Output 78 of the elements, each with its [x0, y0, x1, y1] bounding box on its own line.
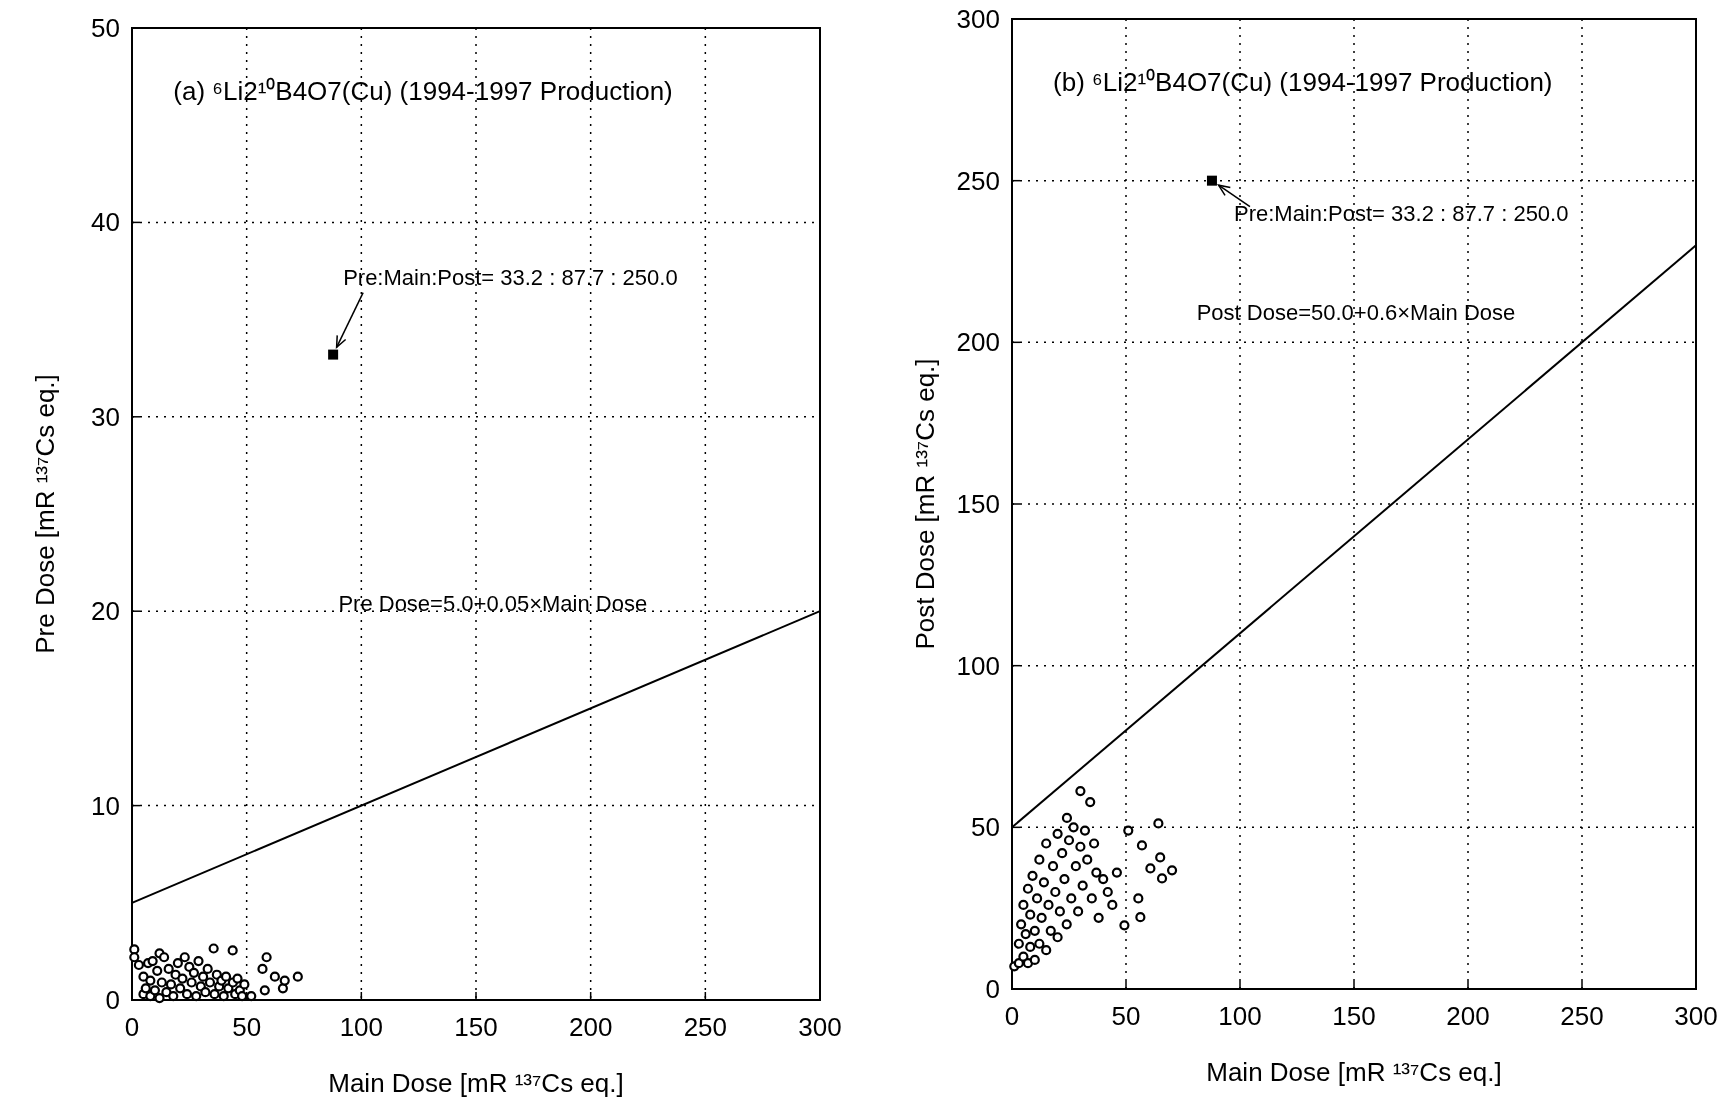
point [246, 991, 257, 1002]
point [191, 991, 202, 1002]
x-tick-label: 250 [683, 1012, 728, 1042]
point [277, 983, 288, 994]
point [269, 971, 280, 982]
x-tick-label: 200 [1446, 1001, 1490, 1031]
point [292, 971, 303, 982]
point [209, 989, 220, 1000]
y-axis-title: Post Dose [mR ¹³⁷Cs eq.] [910, 358, 940, 650]
point [197, 971, 209, 982]
point [156, 977, 167, 988]
y-tick-label: 30 [91, 401, 120, 432]
point [261, 952, 272, 963]
point [147, 956, 158, 967]
point [208, 943, 219, 954]
y-tick-label: 50 [91, 13, 120, 43]
point [140, 983, 151, 994]
point [204, 977, 216, 988]
text: (a) ⁶Li2¹⁰B4O7(Cu) (1994-1997 Production) [173, 76, 673, 106]
y-tick-label: 200 [956, 327, 1000, 358]
point [202, 963, 213, 974]
y-tick-label: 100 [956, 650, 1000, 681]
point [232, 973, 243, 984]
point [154, 992, 165, 1004]
point [193, 956, 204, 967]
x-tick-label: 50 [1111, 1001, 1141, 1031]
point [159, 952, 170, 963]
point [149, 985, 161, 996]
y-tick-label: 0 [985, 974, 1000, 1004]
annotation: Pre:Main:Post= 33.2 : 87.7 : 250.0 [1233, 200, 1569, 226]
point [220, 971, 232, 982]
y-axis-title: Pre Dose [mR ¹³⁷Cs eq.] [30, 374, 60, 654]
point [172, 957, 183, 969]
x-axis-title: Main Dose [mR ¹³⁷Cs eq.] [328, 1068, 624, 1098]
x-tick-label: 100 [339, 1012, 384, 1042]
point [175, 983, 186, 994]
y-tick-label: 20 [91, 596, 120, 627]
point [152, 965, 163, 976]
x-tick-label: 250 [1560, 1001, 1604, 1031]
point [328, 349, 339, 360]
y-tick-label: 300 [956, 4, 1000, 34]
point [163, 963, 174, 974]
x-tick-label: 50 [232, 1012, 262, 1042]
x-tick-label: 300 [798, 1012, 842, 1042]
x-tick-label: 300 [1674, 1001, 1718, 1031]
point [165, 979, 177, 990]
annotation: Post Dose=50.0+0.6×Main Dose [1196, 299, 1516, 325]
x-tick-label: 150 [1332, 1001, 1376, 1031]
y-tick-label: 10 [91, 790, 120, 821]
y-tick-label: 40 [91, 207, 120, 238]
x-tick-label: 150 [454, 1012, 498, 1042]
x-axis-title: Main Dose [mR ¹³⁷Cs eq.] [1206, 1057, 1502, 1087]
text: (b) ⁶Li2¹⁰B4O7(Cu) (1994-1997 Production) [1053, 67, 1553, 97]
x-tick-label: 200 [568, 1012, 613, 1042]
point [188, 967, 200, 978]
x-tick-label: 0 [1004, 1001, 1020, 1031]
point [145, 975, 156, 986]
point [181, 989, 193, 1000]
point [200, 987, 211, 998]
point [257, 963, 268, 974]
y-tick-label: 150 [956, 489, 1000, 519]
point [218, 991, 229, 1002]
point [279, 975, 290, 986]
x-tick-label: 100 [1218, 1001, 1262, 1031]
x-tick-label: 0 [124, 1012, 140, 1042]
point [239, 979, 250, 990]
annotation: Pre:Main:Post= 33.2 : 87.7 : 250.0 [343, 264, 678, 290]
point [168, 991, 179, 1002]
annotation: Pre Dose=5.0+0.05×Main Dose [338, 591, 648, 617]
point [186, 977, 197, 988]
y-tick-label: 250 [956, 165, 1000, 196]
point [259, 985, 270, 996]
point [179, 952, 190, 963]
y-tick-label: 50 [971, 812, 1000, 843]
point [133, 959, 144, 971]
point [227, 945, 238, 956]
point [129, 952, 140, 963]
point [177, 973, 188, 984]
